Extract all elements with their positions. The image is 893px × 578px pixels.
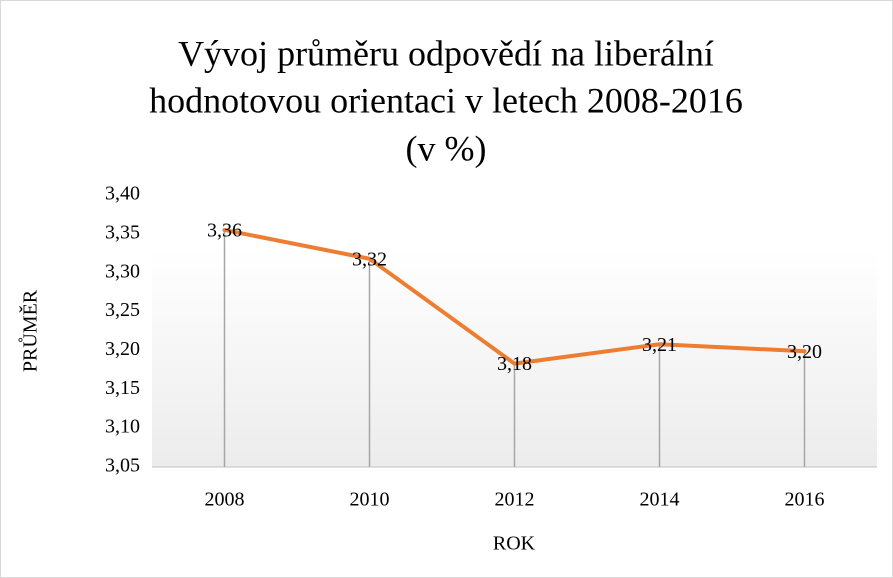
y-tick-label: 3,10 [105,416,140,438]
y-tick-label: 3,25 [105,299,140,321]
series-line [222,227,807,366]
y-tick-label: 3,35 [105,221,140,243]
y-tick-label: 3,15 [105,377,140,399]
y-tick-label: 3,05 [105,455,140,477]
data-label: 3,20 [787,341,822,363]
y-tick-label: 3,20 [105,338,140,360]
x-tick-label: 2016 [785,489,825,511]
data-label: 3,32 [352,248,387,270]
x-tick-label: 2014 [640,489,680,511]
y-tick-label: 3,40 [105,183,140,205]
y-axis-label: PRŮMĚR [18,289,42,372]
x-tick-label: 2008 [205,489,245,511]
data-label: 3,18 [497,353,532,375]
x-tick-label: 2010 [350,489,390,511]
chart-title: Vývoj průměru odpovědí na liberální [178,33,714,73]
chart-title: (v %) [406,128,487,168]
y-tick-label: 3,30 [105,260,140,282]
data-label: 3,36 [207,220,242,242]
chart-title: hodnotovou orientaci v letech 2008-2016 [149,80,743,120]
x-axis-label: ROK [493,533,536,555]
data-label: 3,21 [642,334,677,356]
x-tick-label: 2012 [495,489,535,511]
